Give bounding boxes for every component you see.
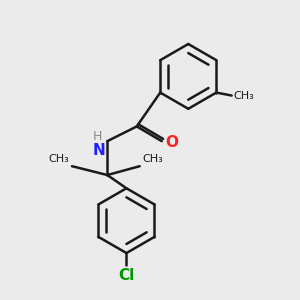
Text: Cl: Cl — [118, 268, 135, 283]
Text: CH₃: CH₃ — [142, 154, 163, 164]
Text: CH₃: CH₃ — [49, 154, 70, 164]
Text: CH₃: CH₃ — [234, 91, 254, 100]
Text: H: H — [93, 130, 102, 143]
Text: N: N — [93, 142, 106, 158]
Text: O: O — [165, 135, 178, 150]
